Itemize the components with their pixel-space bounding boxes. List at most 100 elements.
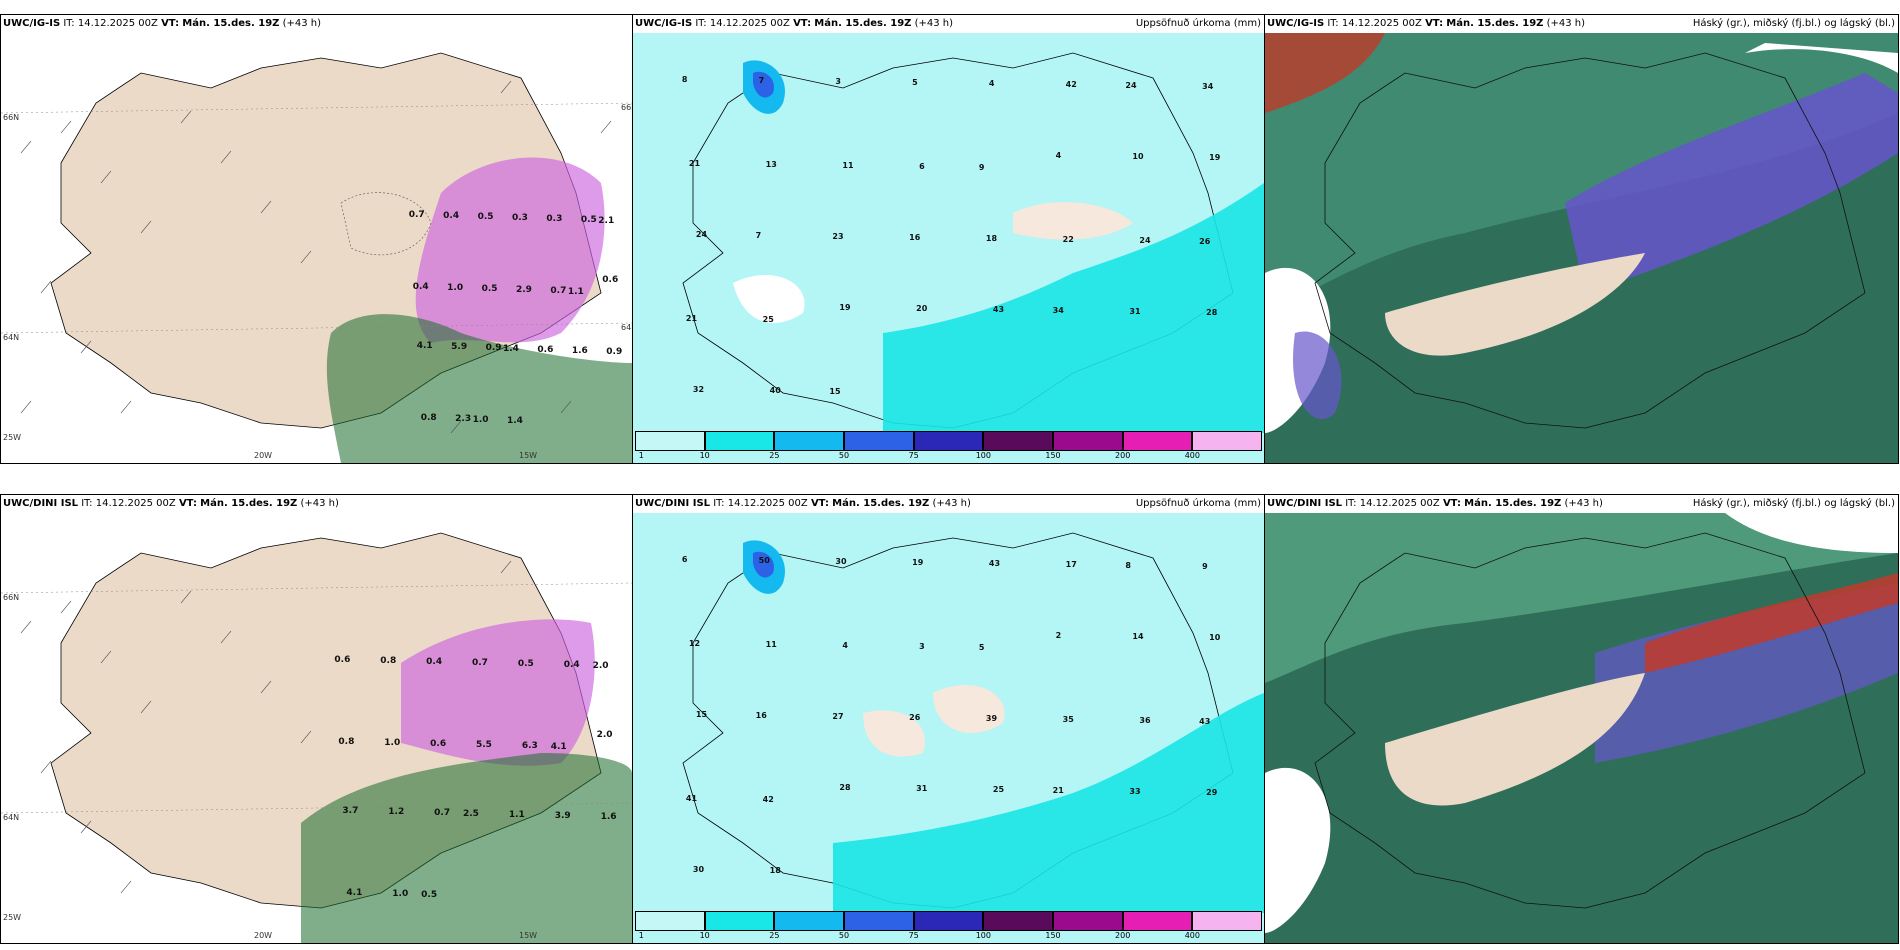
lat-label: 66N [3, 113, 20, 122]
panel-title: Uppsöfnuð úrkoma (mm) [1135, 498, 1261, 509]
value-label: 19 [1209, 153, 1221, 162]
wind-map: 66N 64N 25W 20W 15W 66N 64N 0.7 0.4 0.5 0.3… [1, 33, 632, 463]
value-label: 26 [1199, 237, 1211, 246]
value-label: 0.8 [420, 412, 437, 423]
colorbar-swatch [1192, 431, 1262, 451]
value-label: 2.9 [516, 284, 532, 295]
value-label: 0.5 [481, 283, 498, 294]
value-label: 0.4 [563, 659, 580, 670]
value-label: 0.5 [421, 889, 438, 900]
colorbar-tick-label: 50 [838, 931, 850, 940]
value-label: 0.8 [380, 655, 397, 666]
value-label: 21 [688, 159, 701, 168]
value-label: 15 [695, 710, 708, 719]
value-label: 24 [1139, 236, 1151, 245]
value-label: 0.6 [602, 274, 619, 285]
value-label: 8 [681, 75, 688, 84]
value-label: 16 [909, 233, 921, 242]
value-label: 0.5 [517, 658, 534, 669]
colorbar-swatch [844, 431, 914, 451]
value-label: 5.5 [476, 739, 492, 750]
value-label: 43 [992, 305, 1005, 314]
precip-map: 8 7 3 5 4 42 24 34 21 13 11 6 9 4 10 19 24 7 23 16 18 22 24 26 2… [633, 33, 1264, 463]
value-label: 1.0 [384, 737, 401, 748]
model-name: UWC/IG-IS [635, 18, 693, 29]
lon-label: 25W [3, 433, 22, 442]
value-label: 28 [1206, 308, 1218, 317]
iceland-wind-map [1, 33, 632, 463]
lat-label: 66N [621, 103, 632, 112]
value-label: 40 [769, 386, 781, 395]
model-name: UWC/DINI ISL [635, 498, 711, 509]
value-label: 15 [829, 387, 841, 396]
value-label: 21 [685, 314, 698, 323]
value-label: 34 [1052, 306, 1064, 315]
value-label: 8 [1125, 561, 1131, 570]
value-label: 0.3 [546, 213, 563, 224]
value-label: 4 [842, 641, 848, 650]
value-label: 4.1 [346, 887, 363, 898]
colorbar-tick-label: 200 [1115, 931, 1131, 940]
cloud-panel-row2: UWC/DINI ISL IT: 14.12.2025 00Z VT: Mán.… [1264, 494, 1899, 944]
lon-label: 15W [519, 931, 538, 940]
iceland-wind-map [1, 513, 632, 943]
panel-title: Uppsöfnuð úrkoma (mm) [1135, 18, 1261, 29]
colorbar-swatch [1053, 911, 1123, 931]
panel-header: UWC/DINI ISL IT: 14.12.2025 00Z VT: Mán.… [633, 495, 1264, 513]
colorbar-swatch [704, 431, 775, 451]
colorbar-swatch [1122, 911, 1193, 931]
colorbar-swatch [1053, 431, 1123, 451]
value-label: 4.1 [416, 340, 433, 351]
value-label: 6 [681, 555, 688, 564]
value-label: 36 [1139, 716, 1151, 725]
lat-label: 64N [3, 813, 20, 822]
value-label: 3.9 [554, 810, 571, 821]
value-label: 43 [988, 559, 1001, 568]
value-label: 1.1 [567, 286, 584, 297]
value-label: 5 [912, 78, 918, 87]
colorbar-swatch [1192, 911, 1262, 931]
value-label: 34 [1202, 82, 1214, 91]
model-name: UWC/IG-IS [3, 18, 61, 29]
value-label: 6 [919, 162, 925, 171]
value-label: 1.2 [388, 806, 405, 817]
value-label: 20 [916, 304, 928, 313]
accum-precip-panel-row2: UWC/DINI ISL IT: 14.12.2025 00Z VT: Mán.… [632, 494, 1265, 944]
value-label: 43 [1199, 717, 1211, 726]
value-label: 0.6 [537, 344, 554, 355]
value-label: 3 [835, 77, 841, 86]
colorbar-tick-label: 400 [1184, 451, 1200, 460]
value-label: 0.3 [512, 212, 528, 223]
value-label: 1.1 [508, 809, 525, 820]
value-label: 42 [762, 795, 774, 804]
value-label: 4 [988, 79, 995, 88]
lon-label: 20W [254, 451, 273, 460]
value-label: 0.5 [477, 211, 494, 222]
value-label: 6.3 [521, 740, 538, 751]
colorbar-tick-label: 150 [1045, 451, 1061, 460]
value-label: 31 [916, 784, 928, 793]
value-label: 1.0 [472, 414, 489, 425]
value-label: 21 [1052, 786, 1064, 795]
value-label: 30 [692, 865, 705, 874]
value-label: 0.7 [550, 285, 567, 296]
colorbar-tick-label: 1 [638, 931, 644, 940]
value-label: 0.8 [338, 736, 355, 747]
value-label: 31 [1129, 307, 1141, 316]
panel-header: UWC/IG-IS IT: 14.12.2025 00Z VT: Mán. 15… [1265, 15, 1898, 33]
value-label: 42 [1065, 80, 1077, 89]
cloud-map [1265, 513, 1898, 943]
colorbar-swatch [774, 431, 844, 451]
value-label: 9 [978, 163, 985, 172]
value-label: 25 [992, 785, 1005, 794]
value-label: 50 [758, 556, 770, 565]
colorbar-tick-label: 25 [769, 931, 780, 940]
value-label: 16 [755, 711, 767, 720]
accum-precip-panel-row1: UWC/IG-IS IT: 14.12.2025 00Z VT: Mán. 15… [632, 14, 1265, 464]
value-label: 9 [1202, 562, 1208, 571]
colorbar-tick-label: 50 [838, 451, 850, 460]
lat-label: 64N [3, 333, 20, 342]
panel-header: UWC/IG-IS IT: 14.12.2025 00Z VT: Mán. 15… [633, 15, 1264, 33]
value-label: 0.6 [334, 654, 351, 665]
value-label: 0.7 [472, 657, 488, 668]
